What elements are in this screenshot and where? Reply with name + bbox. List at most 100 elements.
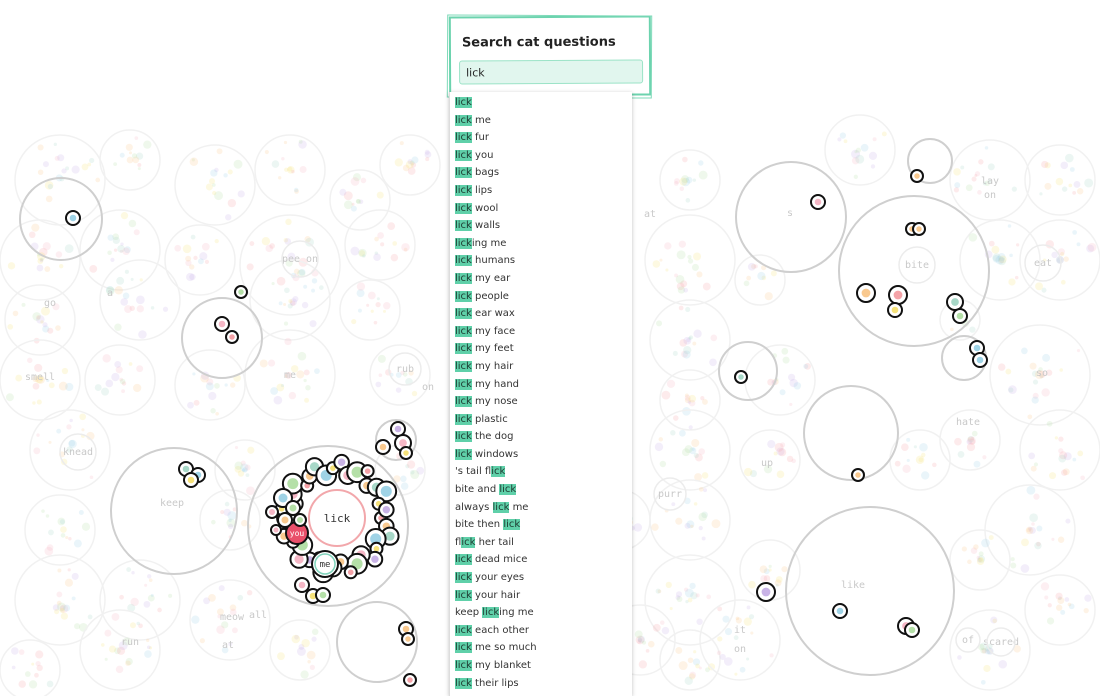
faint-cluster-ring bbox=[329, 169, 391, 231]
search-result-item[interactable]: lick dead mice bbox=[450, 551, 632, 569]
faint-dot bbox=[57, 568, 62, 573]
faint-dot bbox=[269, 243, 275, 249]
faint-dot bbox=[685, 198, 691, 203]
faint-dot bbox=[59, 604, 69, 613]
faint-dot bbox=[749, 470, 758, 478]
search-result-item[interactable]: lick me bbox=[450, 112, 632, 130]
faint-dot bbox=[684, 522, 691, 529]
search-input[interactable] bbox=[459, 59, 644, 85]
faint-dot bbox=[139, 278, 143, 282]
search-result-item[interactable]: lick their lips bbox=[450, 675, 632, 693]
faint-dot bbox=[230, 382, 236, 388]
faint-dot bbox=[287, 252, 296, 261]
search-results-dropdown[interactable]: lick lick me lick fur lick you lick bags lick… bbox=[449, 92, 632, 696]
faint-dot bbox=[59, 264, 64, 269]
faint-dot bbox=[118, 641, 128, 651]
faint-cluster-ring bbox=[699, 599, 781, 681]
matched-node-fill bbox=[69, 214, 77, 222]
faint-dot bbox=[119, 378, 126, 385]
search-result-item[interactable]: lick your hair bbox=[450, 587, 632, 605]
search-result-item[interactable]: lick your eyes bbox=[450, 569, 632, 587]
faint-dot bbox=[284, 287, 290, 294]
faint-dot bbox=[701, 536, 706, 541]
faint-dot bbox=[31, 223, 40, 232]
search-result-item[interactable]: lick bags bbox=[450, 164, 632, 182]
search-result-item[interactable]: lick plastic bbox=[450, 411, 632, 429]
faint-dot bbox=[35, 650, 44, 659]
faint-dot bbox=[978, 551, 984, 557]
search-result-item[interactable]: lick me so much bbox=[450, 639, 632, 657]
faint-cluster-ring bbox=[174, 349, 246, 421]
faint-dot bbox=[1027, 414, 1033, 420]
faint-dot bbox=[1020, 564, 1030, 573]
search-result-item[interactable]: bite and lick bbox=[450, 481, 632, 499]
faint-dot bbox=[1032, 379, 1039, 385]
matched-node-fill bbox=[861, 288, 871, 298]
faint-dot bbox=[304, 397, 310, 403]
faint-dot bbox=[240, 463, 249, 472]
search-result-item[interactable]: lick the dog bbox=[450, 428, 632, 446]
search-result-item[interactable]: lick lips bbox=[450, 182, 632, 200]
search-result-item[interactable]: lick bbox=[450, 94, 632, 112]
faint-dot bbox=[81, 163, 89, 171]
faint-dot bbox=[284, 167, 289, 172]
search-result-item[interactable]: lick humans bbox=[450, 252, 632, 270]
faint-dot bbox=[211, 183, 216, 187]
search-result-item[interactable]: lick my feet bbox=[450, 340, 632, 358]
search-result-item[interactable]: flick her tail bbox=[450, 534, 632, 552]
faint-dot bbox=[773, 451, 778, 456]
result-suffix: dead mice bbox=[471, 554, 528, 566]
faint-dot bbox=[106, 286, 115, 296]
search-result-item[interactable]: lick my face bbox=[450, 323, 632, 341]
search-result-item[interactable]: bite then lick bbox=[450, 516, 632, 534]
search-result-item[interactable]: licking me bbox=[450, 235, 632, 253]
faint-dot bbox=[637, 635, 645, 644]
faint-dot bbox=[124, 269, 129, 274]
search-result-item[interactable]: lick you bbox=[450, 147, 632, 165]
search-result-item[interactable]: lick my nose bbox=[450, 393, 632, 411]
faint-dot bbox=[283, 302, 287, 306]
search-result-item[interactable]: keep licking me bbox=[450, 604, 632, 622]
faint-dot bbox=[233, 159, 243, 169]
search-result-item[interactable]: 's tail flick bbox=[450, 463, 632, 481]
faint-dot bbox=[314, 368, 320, 374]
search-result-item[interactable]: lick windows bbox=[450, 446, 632, 464]
faint-dot bbox=[234, 461, 243, 470]
search-result-item[interactable]: lick my ear bbox=[450, 270, 632, 288]
faint-dot bbox=[265, 244, 274, 253]
faint-dot bbox=[291, 634, 301, 644]
search-result-item[interactable]: always lick me bbox=[450, 499, 632, 517]
faint-dot bbox=[39, 258, 44, 263]
matched-node-fill bbox=[298, 581, 306, 589]
search-result-item[interactable]: lick my hair bbox=[450, 358, 632, 376]
faint-dot bbox=[71, 572, 79, 580]
search-result-item[interactable]: lick fur bbox=[450, 129, 632, 147]
faint-dot bbox=[1041, 287, 1047, 293]
faint-dot bbox=[216, 625, 225, 634]
faint-dot bbox=[127, 603, 136, 612]
faint-dot bbox=[976, 557, 985, 566]
search-result-item[interactable]: lick walls bbox=[450, 217, 632, 235]
search-result-item[interactable]: lick ear wax bbox=[450, 305, 632, 323]
faint-word-label: keep bbox=[160, 498, 184, 509]
faint-dot bbox=[303, 284, 308, 289]
search-result-item[interactable]: lick each other bbox=[450, 622, 632, 640]
faint-dot bbox=[654, 442, 664, 452]
faint-dot bbox=[706, 594, 712, 600]
faint-dot bbox=[776, 447, 785, 456]
faint-dot bbox=[87, 614, 93, 620]
faint-dot bbox=[36, 664, 43, 672]
faint-dot bbox=[339, 188, 347, 196]
search-result-item[interactable]: lick my blanket bbox=[450, 657, 632, 675]
faint-dot bbox=[724, 628, 733, 636]
search-result-item[interactable]: lick people bbox=[450, 288, 632, 306]
result-suffix: my feet bbox=[471, 343, 514, 355]
faint-dot bbox=[407, 167, 416, 175]
search-result-item[interactable]: lick wool bbox=[450, 200, 632, 218]
faint-dot bbox=[112, 236, 120, 245]
search-result-item[interactable]: lick my hand bbox=[450, 376, 632, 394]
faint-dot bbox=[37, 258, 44, 264]
faint-dot bbox=[71, 596, 76, 601]
faint-dot bbox=[245, 473, 250, 478]
